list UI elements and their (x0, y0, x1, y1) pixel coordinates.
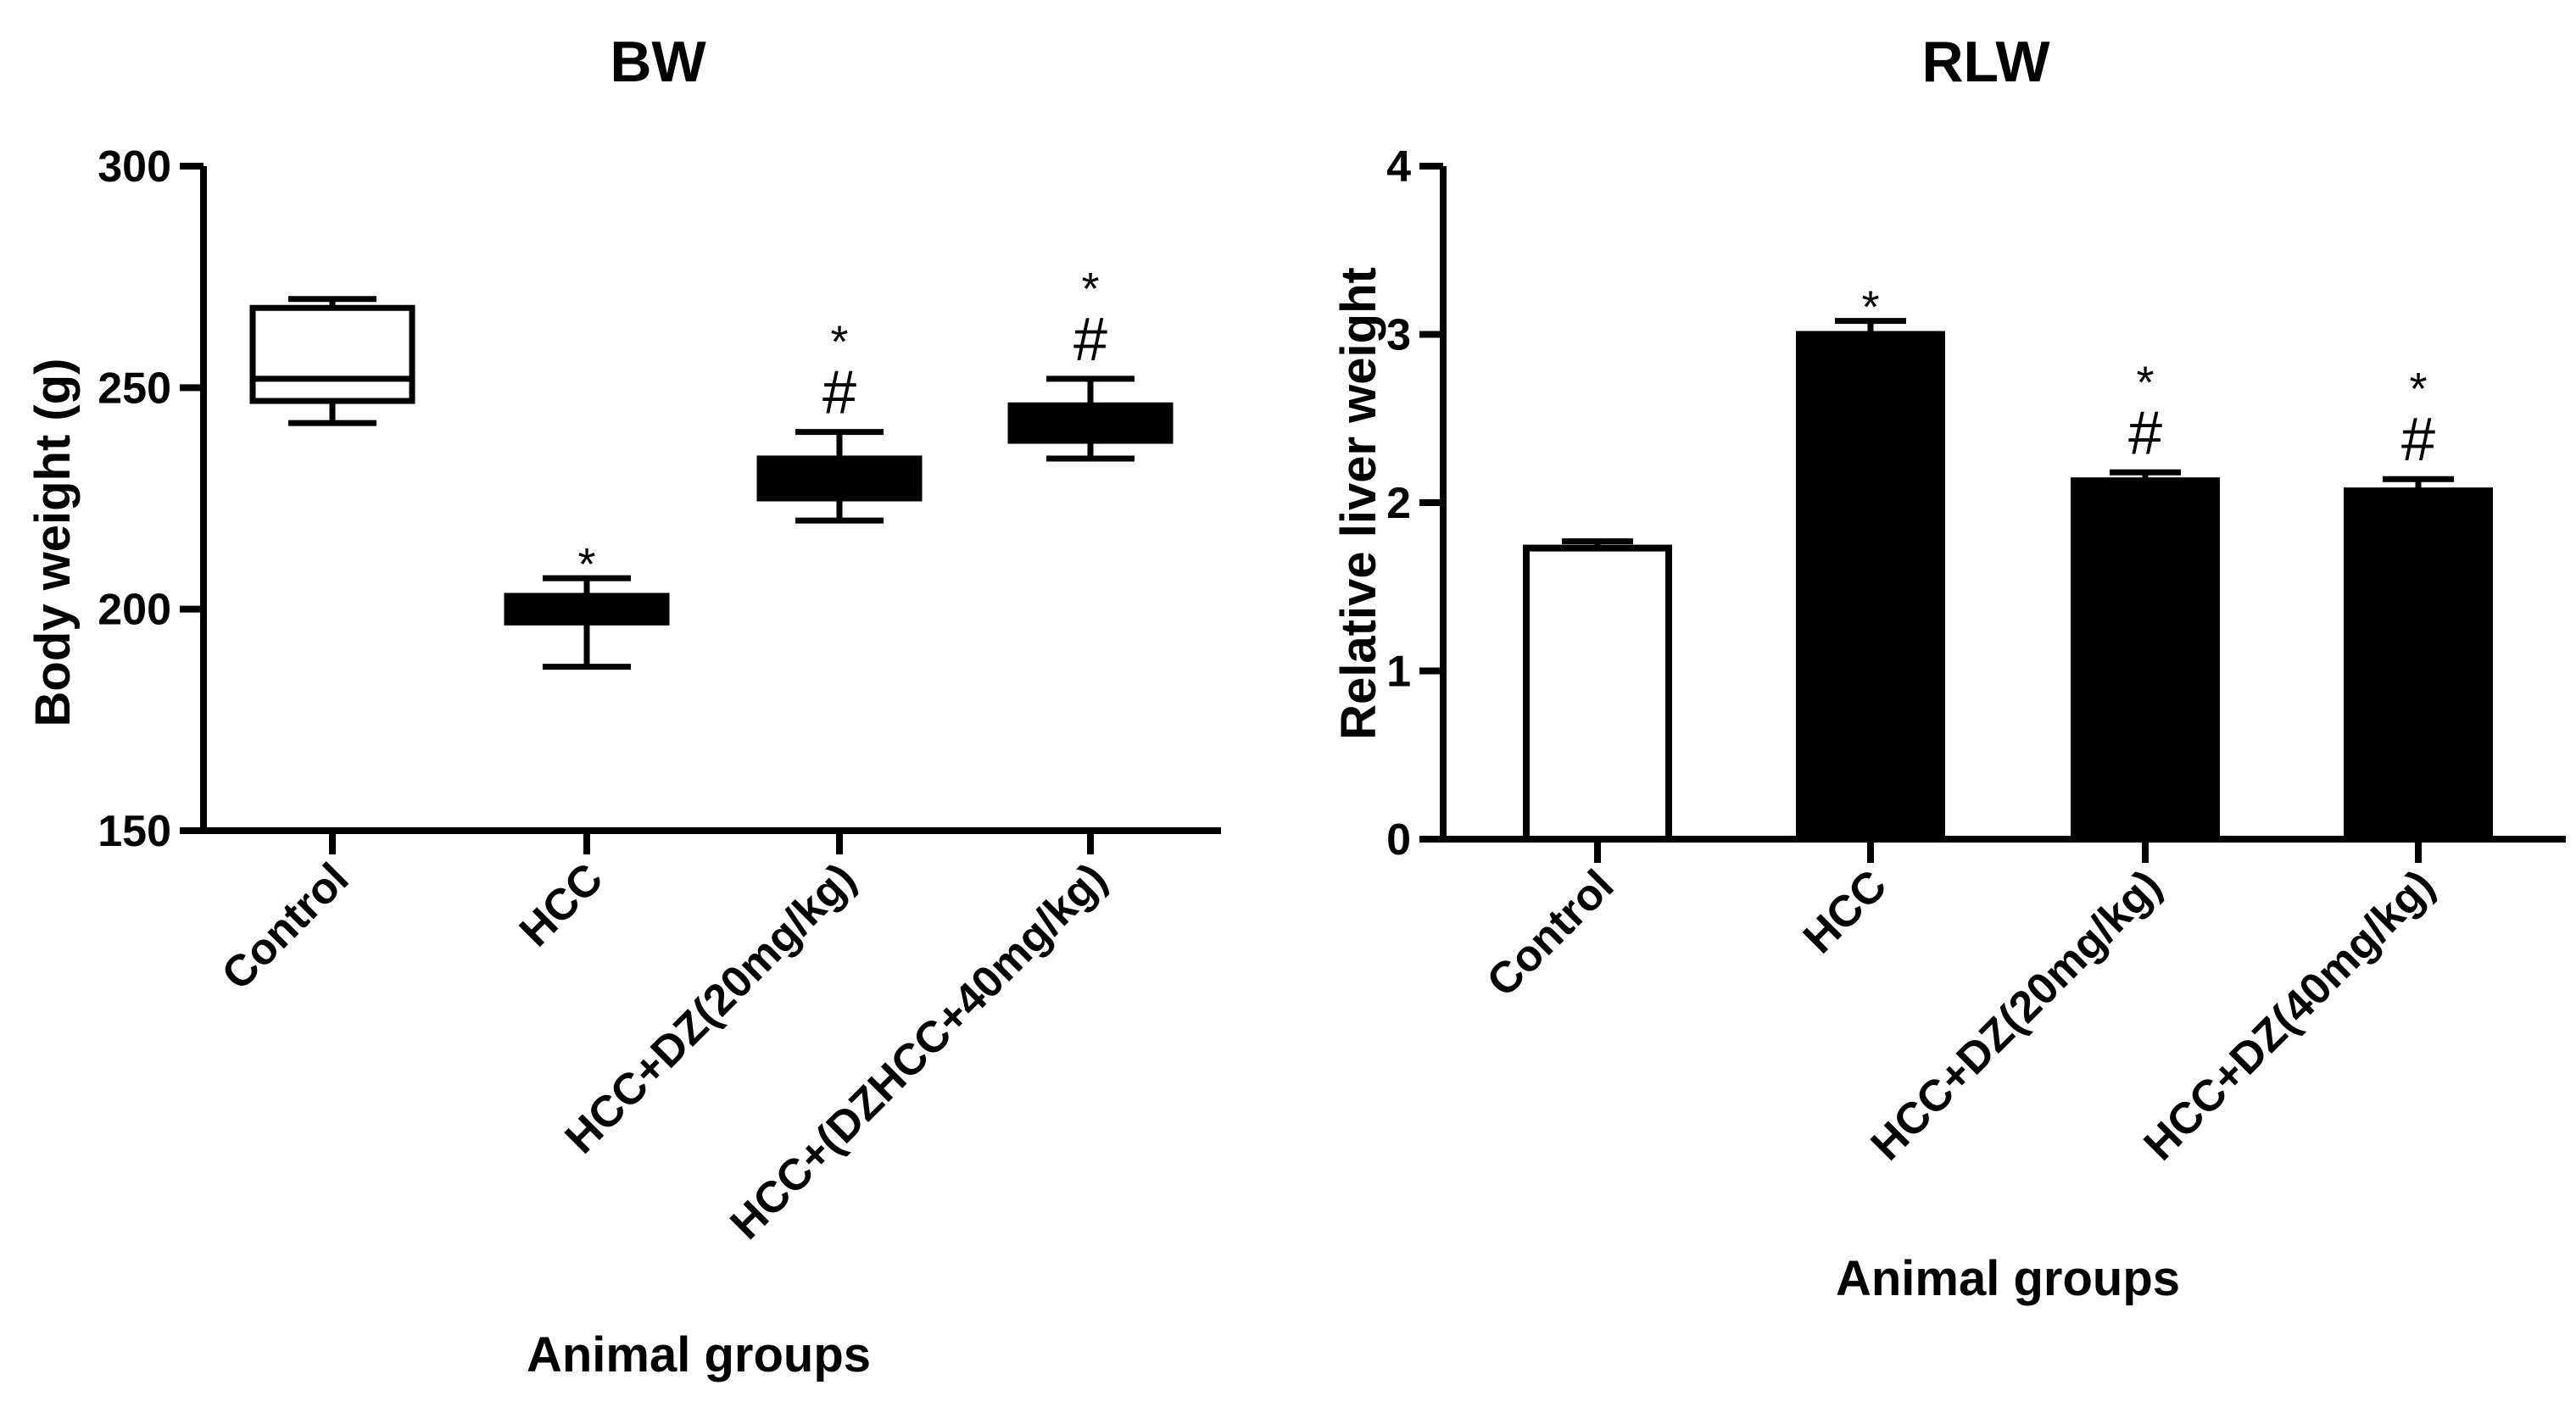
rlw-x-axis-label: Animal groups (1836, 1251, 2180, 1306)
rlw-y-tick-label: 3 (1386, 311, 1411, 360)
bar (2071, 477, 2220, 843)
bw-box-0 (249, 296, 415, 426)
rlw-y-axis-label: Relative liver weight (1331, 267, 1386, 740)
star-annotation: * (830, 317, 848, 368)
bw-box-plot: BW Body weight (g) Animal groups 150 200 2… (25, 30, 1221, 1382)
rlw-bars (1523, 318, 2493, 843)
bw-box-2 (756, 429, 923, 524)
bw-box-1 (504, 575, 670, 670)
bw-box-3 (1007, 376, 1174, 462)
rlw-bar-0 (1523, 538, 1672, 843)
bw-x-axis-label: Animal groups (527, 1327, 871, 1382)
rlw-y-tick-label: 1 (1386, 648, 1411, 697)
bw-y-ticks: 150 200 250 300 (98, 142, 1094, 856)
rlw-category-label: Control (1478, 860, 1624, 1006)
rlw-bar-1 (1796, 318, 1945, 843)
rlw-y-tick-label: 4 (1386, 142, 1411, 192)
star-annotation: * (2136, 357, 2154, 408)
rlw-bar-3 (2344, 476, 2493, 843)
bw-y-axis-label: Body weight (g) (25, 359, 81, 727)
rlw-category-label: HCC+DZ(20mg/kg) (1862, 860, 2172, 1170)
hash-annotation: # (822, 359, 856, 427)
bw-chart-title: BW (610, 30, 706, 94)
rlw-category-label: HCC (1794, 860, 1897, 963)
rlw-y-ticks: 0 1 2 3 4 (1386, 142, 2422, 865)
star-annotation: * (1861, 282, 1879, 333)
bw-y-tick-label: 250 (98, 364, 171, 413)
hash-annotation: # (2128, 399, 2162, 467)
rlw-annotations: *#*#* (1861, 282, 2435, 475)
rlw-y-tick-label: 0 (1386, 815, 1411, 865)
bw-category-label: HCC (510, 854, 613, 956)
rlw-bar-chart: RLW Relative liver weight Animal groups … (1331, 30, 2566, 1306)
star-annotation: * (577, 539, 595, 590)
star-annotation: * (2409, 364, 2427, 414)
bar (1796, 331, 1945, 843)
bw-boxes (249, 296, 1174, 670)
bw-y-tick-label: 300 (98, 142, 171, 192)
bw-category-label: Control (213, 854, 359, 999)
rlw-bar-2 (2071, 469, 2220, 843)
star-annotation: * (1081, 264, 1099, 314)
bw-y-tick-label: 150 (98, 807, 171, 856)
rlw-category-label: HCC+DZ(40mg/kg) (2135, 860, 2445, 1170)
hash-annotation: # (2401, 406, 2435, 474)
bw-y-tick-label: 200 (98, 586, 171, 635)
rlw-y-tick-label: 2 (1386, 479, 1411, 528)
hash-annotation: # (1073, 306, 1107, 374)
rlw-chart-title: RLW (1921, 30, 2050, 94)
bw-annotations: *#* #* (577, 264, 1107, 590)
bw-axes (200, 166, 1221, 834)
bar (2344, 487, 2493, 843)
box-iqr (249, 304, 415, 404)
bw-category-labels: Control HCCHCC+DZ(20mg/kg)HCC+(DZHCC+40mg… (213, 854, 1117, 1249)
bar (1523, 544, 1672, 843)
